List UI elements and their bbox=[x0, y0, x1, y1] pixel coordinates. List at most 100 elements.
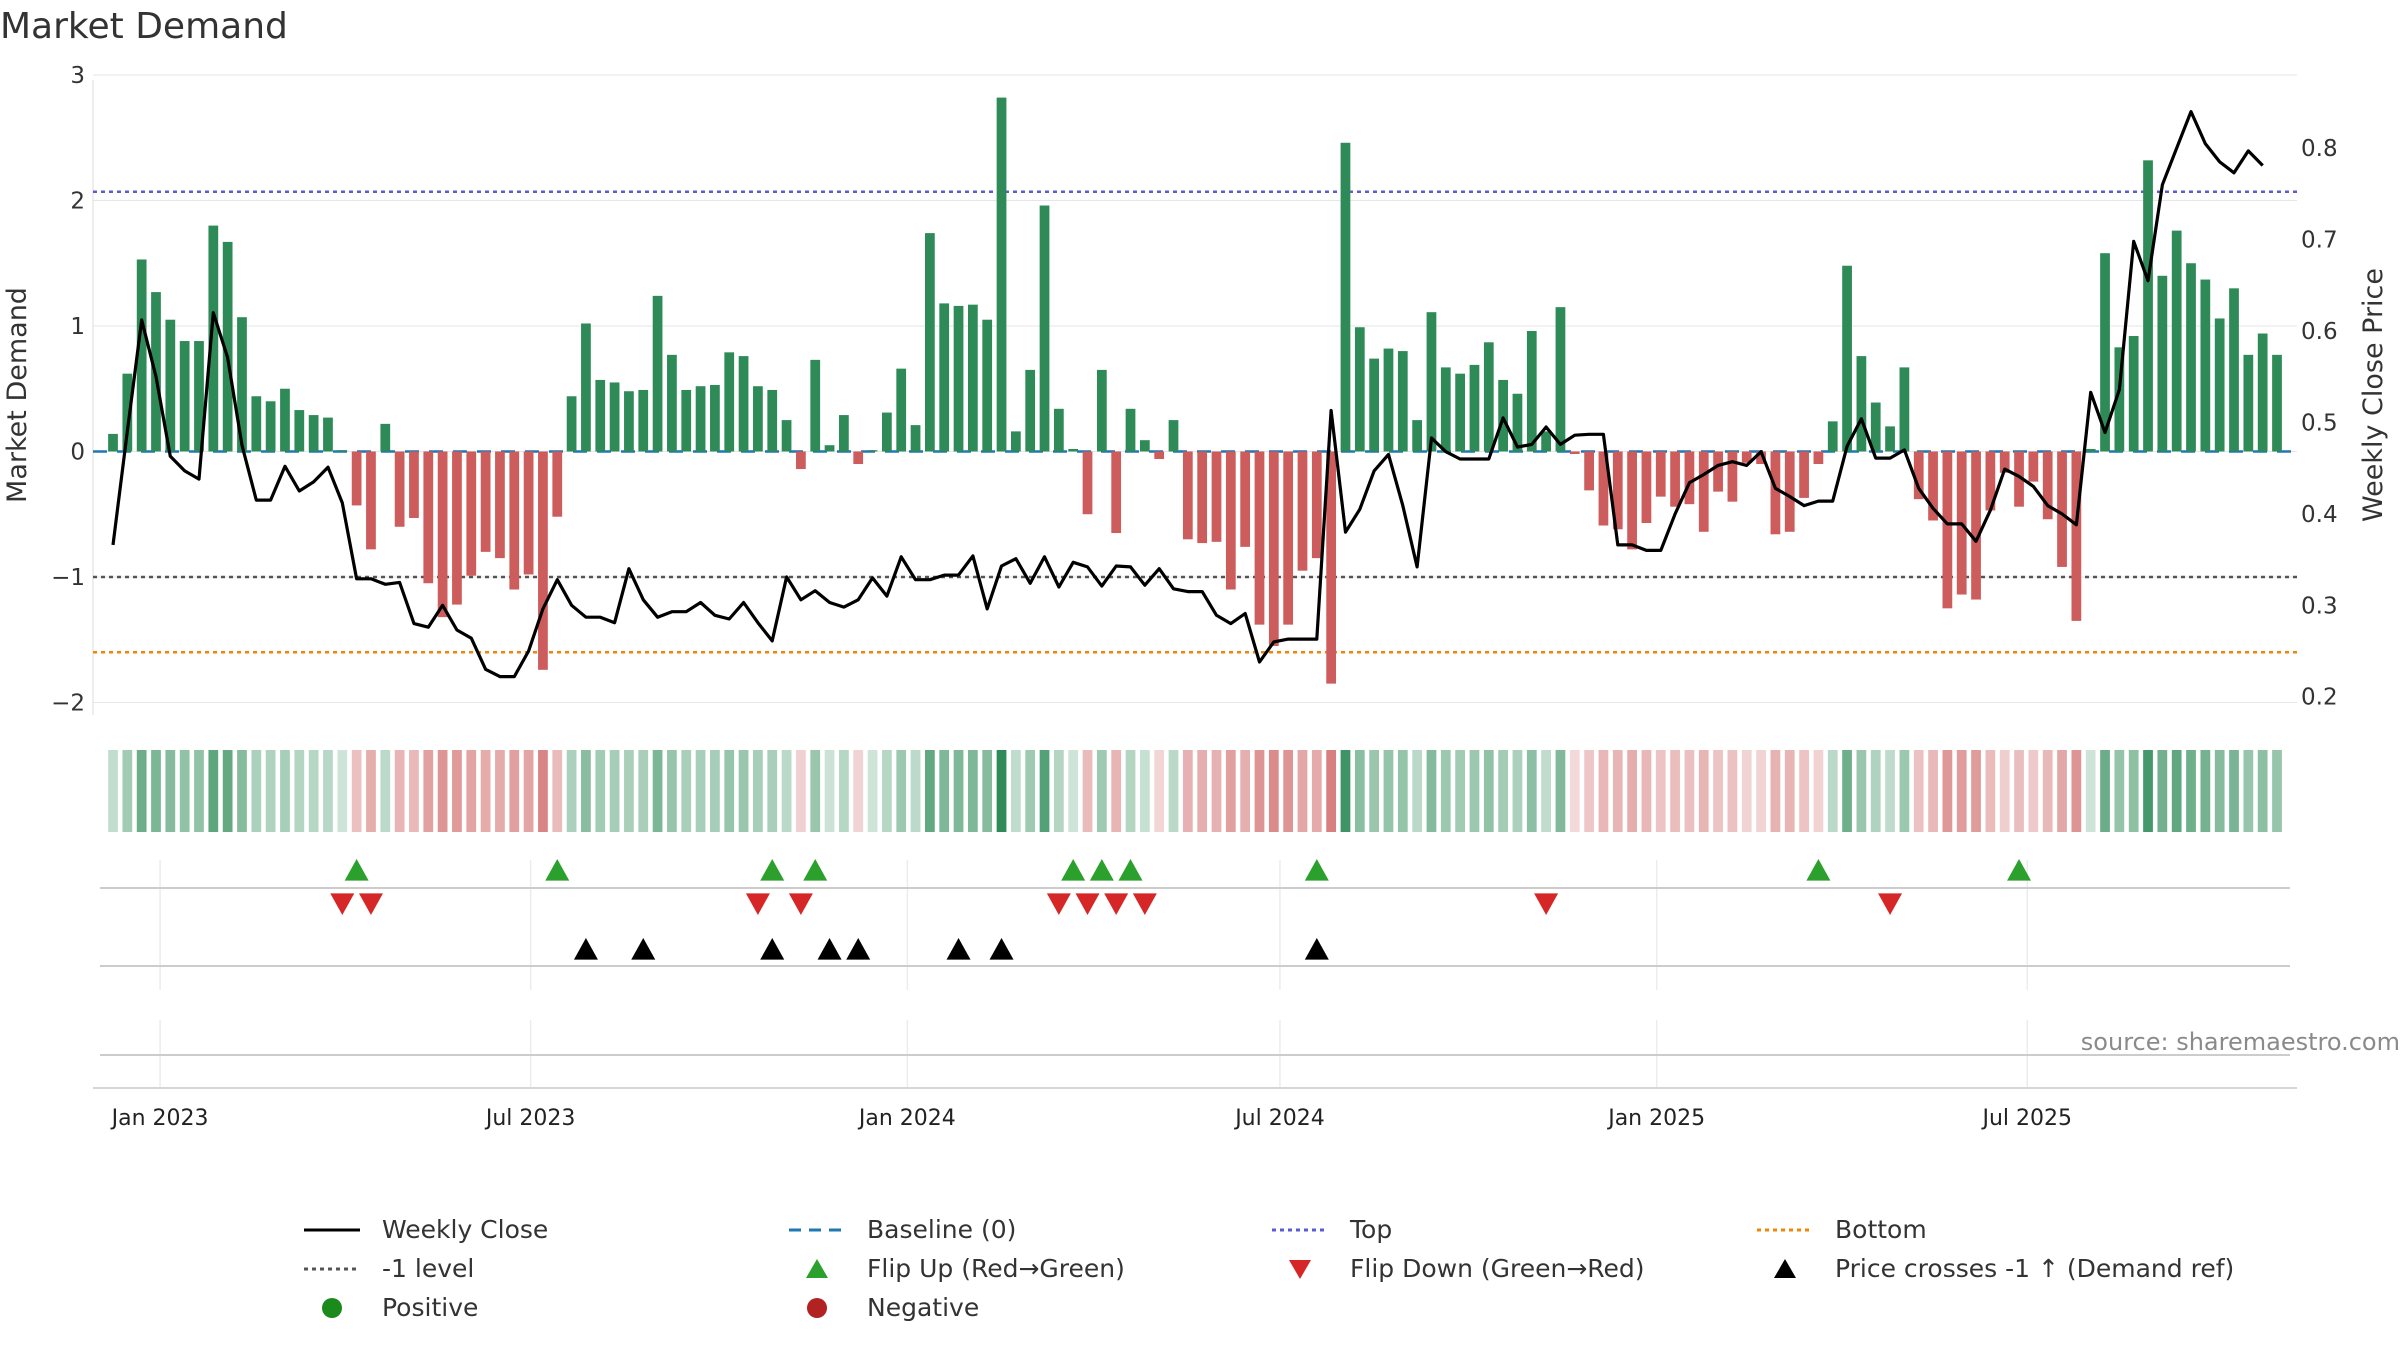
demand-bar bbox=[1670, 451, 1680, 507]
demand-bar bbox=[1555, 307, 1566, 452]
demand-bar bbox=[996, 97, 1007, 452]
flip-up-marker bbox=[1061, 859, 1086, 881]
strip-cell bbox=[165, 750, 176, 832]
strip-cell bbox=[394, 750, 405, 832]
demand-bar bbox=[2143, 160, 2153, 452]
demand-bar bbox=[1741, 451, 1752, 463]
demand-bar bbox=[767, 389, 778, 452]
demand-bar bbox=[1913, 451, 1924, 500]
demand-bar bbox=[2071, 451, 2082, 621]
strip-cell bbox=[1455, 750, 1465, 832]
demand-bar bbox=[1068, 448, 1079, 452]
strip-cell bbox=[566, 750, 577, 832]
strip-cell bbox=[1741, 750, 1752, 832]
demand-bar bbox=[1985, 451, 1996, 511]
demand-bar bbox=[1082, 451, 1093, 515]
legend-item-negative: Negative bbox=[785, 1293, 979, 1322]
strip-cell bbox=[1684, 750, 1695, 832]
strip-cell bbox=[1598, 750, 1609, 832]
strip-cell bbox=[122, 750, 133, 832]
y-tick-label: 3 bbox=[70, 63, 85, 89]
strip-cell bbox=[423, 750, 434, 832]
demand-bar bbox=[495, 451, 505, 559]
demand-bar bbox=[753, 386, 763, 452]
demand-bar bbox=[423, 451, 434, 584]
strip-cell bbox=[1555, 750, 1566, 832]
demand-bar bbox=[1455, 373, 1465, 452]
demand-bar bbox=[1182, 451, 1193, 540]
demand-bar bbox=[1498, 379, 1508, 452]
flip-down-marker bbox=[745, 893, 770, 915]
demand-bar bbox=[2114, 347, 2125, 452]
legend-item-weekly-close: Weekly Close bbox=[300, 1215, 548, 1244]
flip-down-marker bbox=[1104, 893, 1129, 915]
demand-bar bbox=[2014, 451, 2024, 507]
strip-cell bbox=[523, 750, 534, 832]
main-grid: −2 −1 0 1 2 3 0.2 0.3 0.4 0.5 0.6 0.7 0.8 bbox=[51, 63, 2337, 716]
strip-cell bbox=[437, 750, 448, 832]
strip-cell bbox=[710, 750, 720, 832]
demand-bar bbox=[1025, 369, 1036, 452]
demand-bar bbox=[1999, 451, 2010, 473]
strip-cell bbox=[1154, 750, 1165, 832]
strip-cell bbox=[2028, 750, 2039, 832]
strip-cell bbox=[237, 750, 247, 832]
strip-cell bbox=[2057, 750, 2067, 832]
demand-bar bbox=[1655, 451, 1666, 497]
demand-bar bbox=[136, 259, 147, 452]
strip-cell bbox=[1297, 750, 1308, 832]
legend-item-baseline: Baseline (0) bbox=[785, 1215, 1016, 1244]
strip-cell bbox=[1641, 750, 1652, 832]
demand-bar bbox=[1756, 451, 1766, 465]
strip-cell bbox=[280, 750, 290, 832]
demand-bar bbox=[2229, 288, 2239, 452]
demand-bar bbox=[2128, 336, 2139, 452]
strip-cell bbox=[1125, 750, 1136, 832]
flip-up-marker bbox=[344, 859, 369, 881]
demand-bar bbox=[1154, 451, 1165, 459]
demand-bar bbox=[452, 451, 462, 605]
demand-bar bbox=[1369, 358, 1380, 452]
strip-cell bbox=[1784, 750, 1795, 832]
demand-bar bbox=[1240, 451, 1251, 547]
x-tick-label: Jul 2023 bbox=[484, 1106, 576, 1131]
demand-bar bbox=[1698, 451, 1709, 532]
strip-cell bbox=[1942, 750, 1953, 832]
strip-cell bbox=[1799, 750, 1809, 832]
strip-cell bbox=[108, 750, 118, 832]
demand-bar bbox=[538, 451, 548, 670]
x-tick-label: Jan 2024 bbox=[857, 1106, 956, 1131]
strip-cell bbox=[581, 750, 591, 832]
y2-tick-label: 0.3 bbox=[2301, 593, 2338, 619]
price-cross-marker bbox=[846, 938, 871, 960]
demand-bar bbox=[1440, 367, 1451, 452]
strip-cell bbox=[1770, 750, 1781, 832]
demand-bar bbox=[165, 319, 176, 452]
demand-bar bbox=[366, 451, 376, 550]
demand-bar bbox=[1483, 342, 1494, 452]
legend-row-1: Weekly Close Baseline (0) Top Bottom bbox=[300, 1215, 2300, 1254]
demand-bar bbox=[1297, 451, 1308, 571]
demand-bar bbox=[1569, 451, 1580, 454]
strip-cell bbox=[882, 750, 892, 832]
strip-cell bbox=[366, 750, 376, 832]
demand-heat-strip bbox=[108, 750, 2282, 832]
demand-bar bbox=[2186, 263, 2196, 452]
demand-bar bbox=[1727, 451, 1738, 502]
demand-bar bbox=[351, 451, 362, 506]
demand-bar bbox=[1870, 402, 1881, 452]
strip-cell bbox=[2071, 750, 2082, 832]
demand-bar bbox=[652, 295, 663, 452]
strip-cell bbox=[1827, 750, 1838, 832]
demand-bar bbox=[853, 451, 864, 465]
y-tick-label: 1 bbox=[70, 314, 85, 340]
legend-symbol bbox=[322, 1297, 342, 1318]
strip-cell bbox=[1412, 750, 1423, 832]
strip-cell bbox=[953, 750, 964, 832]
flip-up-marker bbox=[1118, 859, 1143, 881]
strip-cell bbox=[1326, 750, 1337, 832]
demand-bar bbox=[2057, 451, 2067, 567]
strip-cell bbox=[1541, 750, 1551, 832]
strip-cell bbox=[1483, 750, 1494, 832]
